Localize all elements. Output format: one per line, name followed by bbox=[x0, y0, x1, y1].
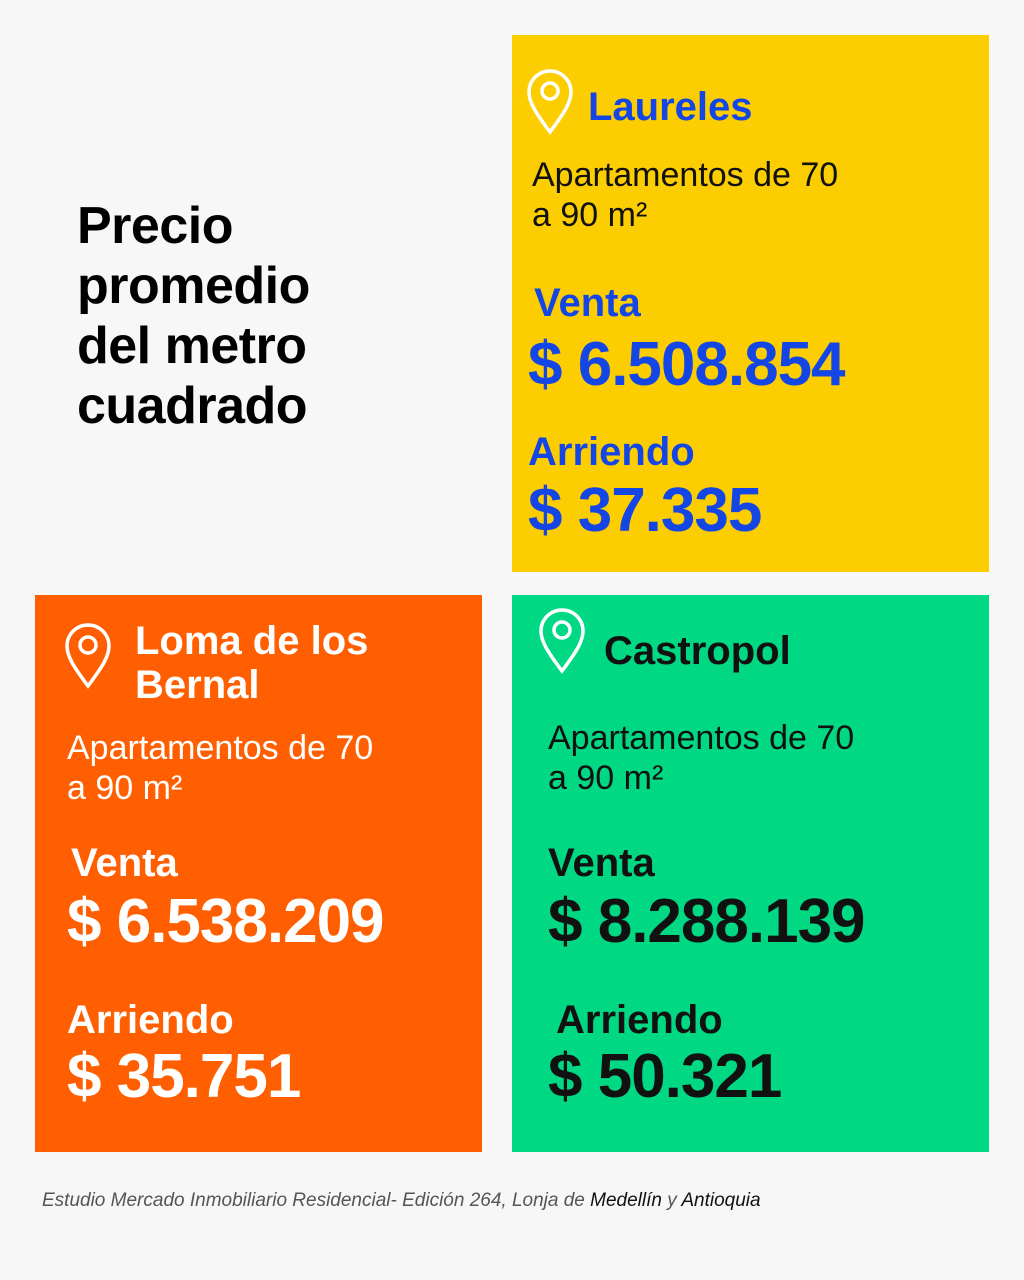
rent-label: Arriendo bbox=[556, 998, 723, 1042]
sale-value: $ 8.288.139 bbox=[548, 887, 866, 956]
rent-label: Arriendo bbox=[67, 998, 234, 1042]
title: Precio promedio del metro cuadrado bbox=[77, 197, 310, 435]
location-pin bbox=[527, 69, 573, 135]
rent-label: Arriendo bbox=[528, 430, 695, 474]
rent-value: $ 37.335 bbox=[528, 476, 762, 545]
rent-value: $ 50.321 bbox=[548, 1042, 782, 1111]
district-card: Loma de los Bernal Apartamentos de 70 a … bbox=[35, 595, 482, 1152]
district-card: Laureles Apartamentos de 70 a 90 m² Vent… bbox=[512, 35, 989, 572]
location-pin bbox=[65, 623, 111, 689]
city: Medellín bbox=[590, 1190, 662, 1211]
district-name: Loma de los Bernal bbox=[135, 619, 369, 707]
sale-label: Venta bbox=[71, 841, 178, 885]
subtitle: Apartamentos de 70 a 90 m² bbox=[532, 156, 839, 234]
joiner: y bbox=[667, 1190, 677, 1211]
sale-label: Venta bbox=[534, 281, 641, 325]
sale-value: $ 6.538.209 bbox=[67, 887, 385, 956]
subtitle: Apartamentos de 70 a 90 m² bbox=[548, 719, 855, 797]
source: Estudio Mercado Inmobiliario Residencial… bbox=[42, 1190, 585, 1211]
sale-label: Venta bbox=[548, 841, 655, 885]
location-pin bbox=[539, 608, 585, 674]
district-card: Castropol Apartamentos de 70 a 90 m² Ven… bbox=[512, 595, 989, 1152]
district-name: Laureles bbox=[588, 85, 753, 129]
sale-value: $ 6.508.854 bbox=[528, 330, 846, 399]
district-name: Castropol bbox=[604, 629, 791, 673]
region: Antioquia bbox=[681, 1190, 761, 1211]
rent-value: $ 35.751 bbox=[67, 1042, 301, 1111]
subtitle: Apartamentos de 70 a 90 m² bbox=[67, 729, 374, 807]
footer: Estudio Mercado Inmobiliario Residencial… bbox=[42, 1190, 761, 1212]
